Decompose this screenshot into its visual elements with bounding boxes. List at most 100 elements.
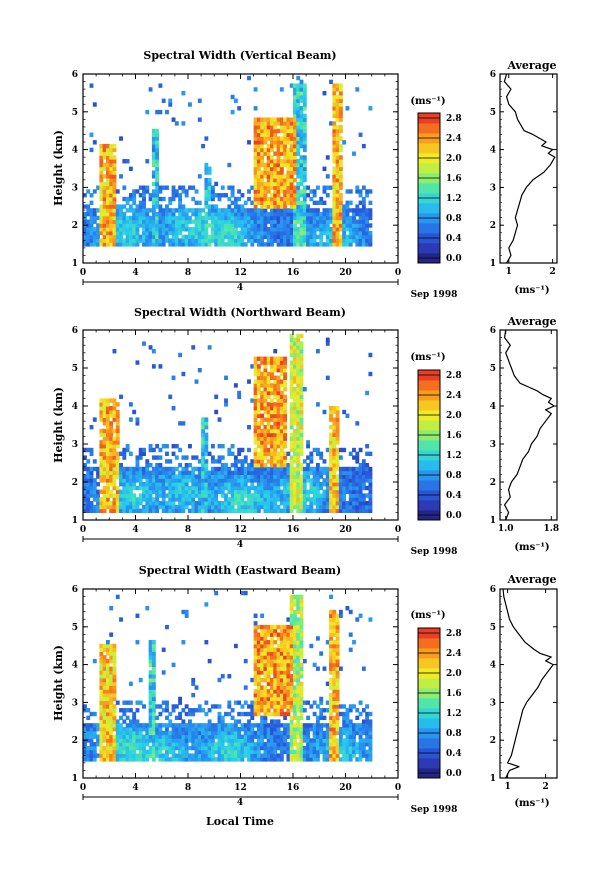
- heatmap-cell: [286, 147, 291, 153]
- heatmap-cell: [155, 455, 160, 460]
- heatmap-cell: [266, 189, 271, 194]
- heatmap-cell: [286, 482, 291, 487]
- heatmap-cell: [260, 208, 265, 213]
- heatmap-cell: [355, 489, 360, 494]
- heatmap-cell: [283, 223, 288, 228]
- heatmap-cell: [204, 497, 209, 502]
- heatmap-cell: [368, 508, 373, 513]
- heatmap-cell: [247, 227, 251, 232]
- heatmap-cell: [260, 444, 265, 449]
- heatmap-cell: [289, 666, 294, 671]
- heatmap-cell: [279, 478, 284, 483]
- heatmap-cell: [132, 497, 137, 502]
- heatmap-cell: [243, 658, 248, 664]
- heatmap-cell: [289, 147, 294, 153]
- heatmap-cell: [109, 715, 114, 721]
- heatmap-cell: [102, 696, 107, 702]
- heatmap-cell: [158, 185, 163, 190]
- heatmap-cell: [119, 238, 123, 243]
- heatmap-cell: [332, 227, 337, 232]
- heatmap-cell: [256, 643, 261, 649]
- heatmap-cell: [296, 417, 301, 422]
- heatmap-cell: [263, 708, 268, 713]
- heatmap-cell: [102, 406, 107, 411]
- heatmap-cell: [335, 94, 340, 100]
- heatmap-cell: [270, 204, 274, 209]
- heatmap-cell: [184, 466, 189, 472]
- heatmap-cell: [306, 440, 311, 445]
- heatmap-cell: [227, 470, 232, 475]
- heatmap-cell: [286, 177, 291, 183]
- heatmap-cell: [283, 677, 288, 683]
- heatmap-cell: [263, 711, 268, 717]
- heatmap-cell: [348, 485, 353, 491]
- heatmap-cell: [178, 223, 183, 228]
- heatmap-cell: [197, 368, 202, 373]
- heatmap-cell: [86, 749, 91, 755]
- heatmap-cell: [296, 413, 301, 418]
- heatmap-cell: [355, 185, 360, 190]
- heatmap-cell: [263, 208, 268, 213]
- heatmap-cell: [250, 364, 255, 369]
- heatmap-cell: [83, 493, 87, 498]
- heatmap-cell: [207, 745, 212, 751]
- heatmap-cell: [151, 478, 156, 483]
- heatmap-cell: [289, 215, 294, 221]
- heatmap-cell: [329, 474, 333, 479]
- heatmap-cell: [171, 485, 176, 491]
- heatmap-cell: [115, 730, 120, 736]
- heatmap-cell: [194, 730, 199, 736]
- heatmap-cell: [332, 143, 337, 149]
- heatmap-cell: [204, 700, 209, 705]
- heatmap-cell: [299, 436, 304, 441]
- heatmap-cell: [102, 200, 107, 206]
- heatmap-cell: [286, 749, 291, 755]
- heatmap-cell: [174, 121, 179, 126]
- heatmap-cell: [184, 730, 189, 736]
- heatmap-cell: [122, 219, 127, 224]
- heatmap-cell: [338, 193, 343, 198]
- heatmap-cell: [158, 463, 163, 468]
- heatmap-cell: [289, 640, 294, 645]
- heatmap-cell: [289, 696, 294, 702]
- heatmap-cell: [145, 757, 150, 762]
- heatmap-cell: [132, 749, 137, 755]
- heatmap-cell: [96, 242, 101, 247]
- heatmap-cell: [329, 242, 333, 247]
- heatmap-cell: [201, 730, 206, 736]
- heatmap-cell: [105, 402, 110, 407]
- heatmap-cell: [194, 508, 199, 513]
- heatmap-cell: [332, 223, 337, 228]
- heatmap-cell: [273, 159, 278, 164]
- heatmap-cell: [174, 753, 179, 758]
- heatmap-cell: [368, 352, 373, 358]
- heatmap-cell: [214, 478, 219, 483]
- heatmap-cell: [283, 662, 288, 668]
- heatmap-cell: [299, 345, 304, 350]
- heatmap-cell: [83, 485, 87, 491]
- heatmap-cell: [148, 227, 153, 232]
- heatmap-cell: [230, 730, 235, 736]
- heatmap-cell: [217, 704, 222, 709]
- heatmap-cell: [256, 425, 261, 430]
- heatmap-cell: [102, 409, 107, 415]
- heatmap-cell: [115, 459, 120, 464]
- heatmap-cell: [109, 219, 114, 224]
- heatmap-cell: [92, 234, 97, 240]
- heatmap-cell: [289, 337, 294, 342]
- heatmap-cell: [227, 734, 232, 739]
- heatmap-cell: [273, 181, 278, 187]
- heatmap-cell: [247, 425, 251, 430]
- heatmap-cell: [299, 223, 304, 228]
- heatmap-cell: [227, 711, 232, 717]
- heatmap-cell: [319, 470, 324, 475]
- heatmap-cell: [325, 470, 330, 475]
- heatmap-cell: [289, 421, 294, 426]
- heatmap-cell: [266, 143, 271, 149]
- heatmap-cell: [260, 383, 265, 388]
- heatmap-cell: [184, 749, 189, 755]
- heatmap-cell: [168, 504, 173, 510]
- heatmap-cell: [237, 478, 242, 483]
- heatmap-cell: [204, 185, 209, 190]
- heatmap-cell: [207, 719, 212, 724]
